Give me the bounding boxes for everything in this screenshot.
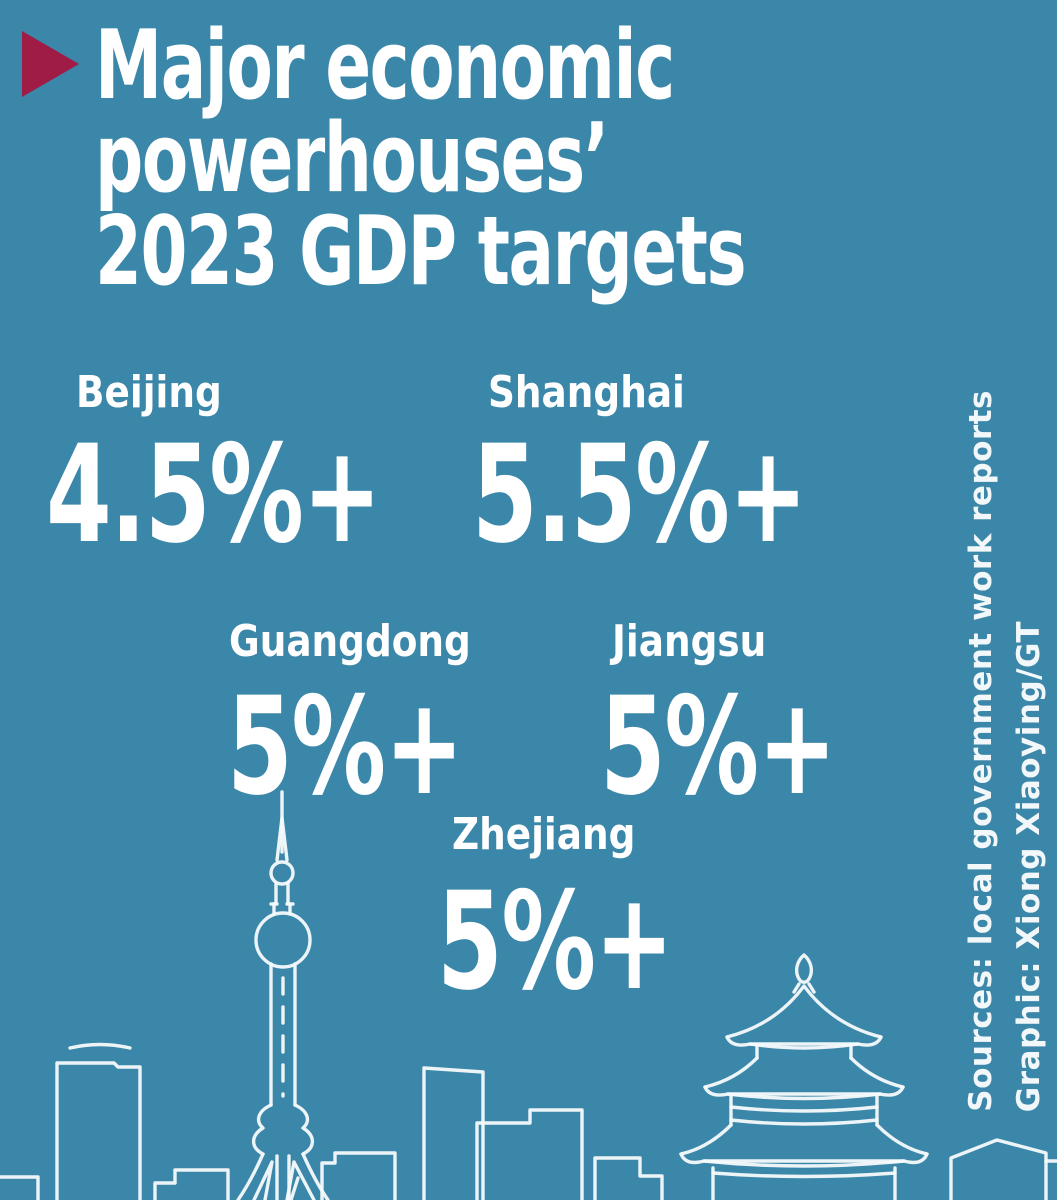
title-line-2: powerhouses’ <box>95 104 609 214</box>
title-line-1: Major economic <box>95 11 675 121</box>
oriental-pearl-tower-icon <box>236 790 330 1200</box>
gdp-target-value: 5%+ <box>600 668 837 825</box>
city-buildings-left-icon <box>0 1042 664 1200</box>
region-label: Beijing <box>76 367 222 418</box>
city-buildings-right-icon <box>949 1138 1057 1200</box>
region-label: Zhejiang <box>452 809 636 860</box>
region-label: Guangdong <box>229 616 471 667</box>
region-label: Jiangsu <box>612 616 767 667</box>
gdp-target-value: 4.5%+ <box>46 416 382 573</box>
title-line-3: 2023 GDP targets <box>95 197 747 307</box>
gdp-target-value: 5%+ <box>437 863 674 1020</box>
temple-of-heaven-icon <box>679 953 929 1200</box>
gdp-target-value: 5%+ <box>227 668 464 825</box>
city-skyline-illustration <box>0 790 1057 1200</box>
gdp-target-value: 5.5%+ <box>472 416 808 573</box>
triangle-bullet-icon <box>22 31 79 97</box>
page-title: Major economic powerhouses’ 2023 GDP tar… <box>95 11 747 307</box>
region-label: Shanghai <box>488 367 685 418</box>
